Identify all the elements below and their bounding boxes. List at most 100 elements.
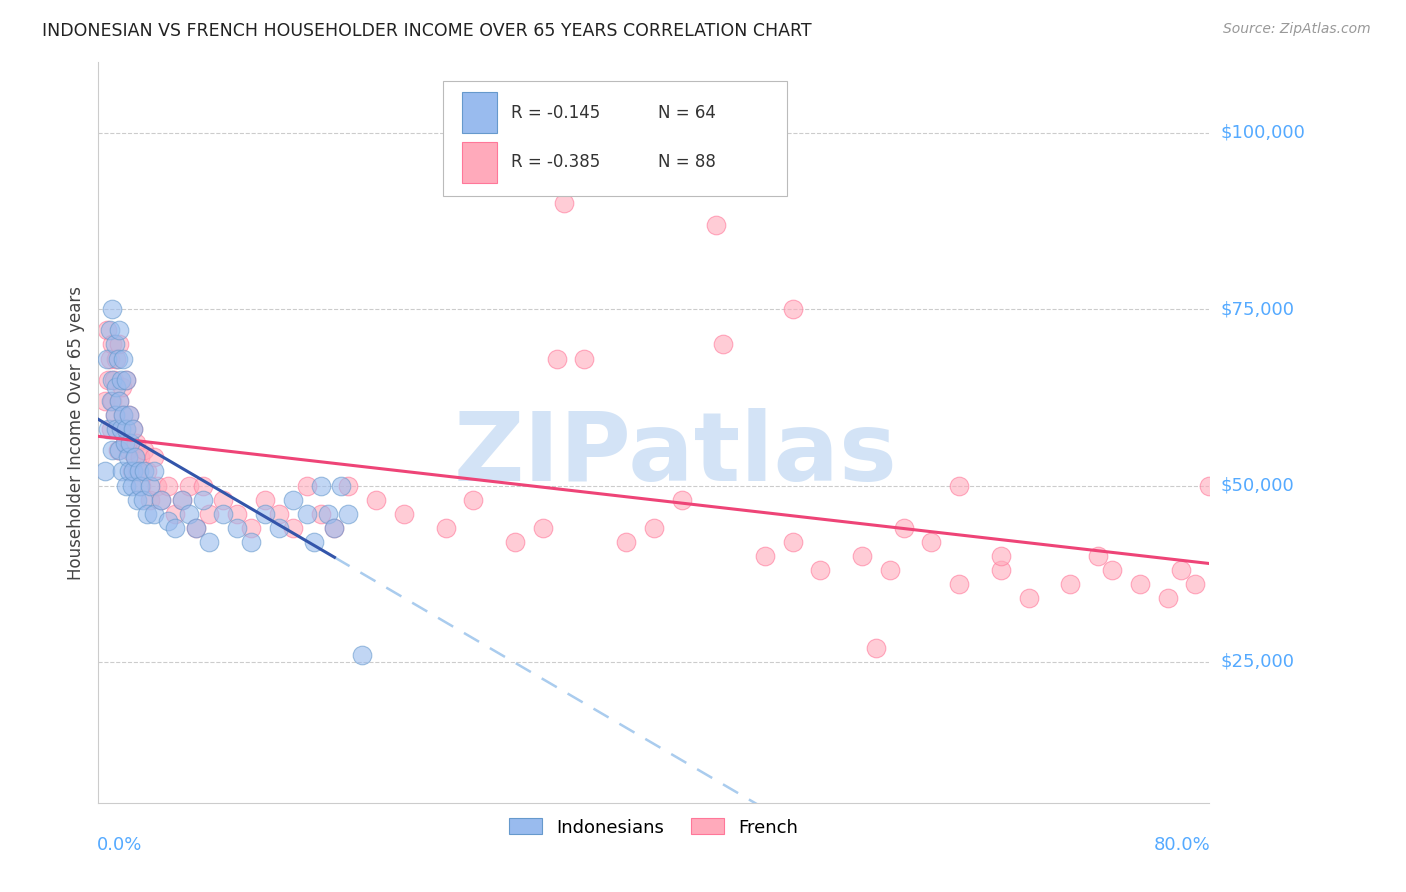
Text: $25,000: $25,000 xyxy=(1220,653,1295,671)
Point xyxy=(121,478,143,492)
Point xyxy=(177,478,200,492)
Point xyxy=(112,408,135,422)
Point xyxy=(782,302,804,317)
Point xyxy=(110,422,132,436)
Point xyxy=(100,422,122,436)
Point xyxy=(118,408,141,422)
Text: R = -0.385: R = -0.385 xyxy=(510,153,600,171)
Point xyxy=(129,450,152,465)
Point xyxy=(865,640,887,655)
Point xyxy=(212,492,235,507)
Point xyxy=(170,492,193,507)
Point xyxy=(117,443,139,458)
Point xyxy=(125,436,148,450)
Point xyxy=(1198,478,1220,492)
Point xyxy=(114,436,136,450)
Point xyxy=(546,351,568,366)
Point xyxy=(118,464,141,478)
Point xyxy=(1170,563,1192,577)
Point xyxy=(101,443,124,458)
Text: N = 64: N = 64 xyxy=(658,103,716,122)
Point xyxy=(110,422,132,436)
Point xyxy=(104,337,127,351)
Point xyxy=(240,521,263,535)
Point xyxy=(1184,577,1206,591)
Point xyxy=(643,521,665,535)
Point xyxy=(114,436,136,450)
Point xyxy=(184,521,207,535)
Point xyxy=(163,507,186,521)
Text: INDONESIAN VS FRENCH HOUSEHOLDER INCOME OVER 65 YEARS CORRELATION CHART: INDONESIAN VS FRENCH HOUSEHOLDER INCOME … xyxy=(42,22,811,40)
Point xyxy=(198,507,221,521)
Point xyxy=(108,443,131,458)
Point xyxy=(107,351,129,366)
Point xyxy=(198,535,221,549)
Text: $100,000: $100,000 xyxy=(1220,124,1305,142)
Point xyxy=(104,408,127,422)
Point xyxy=(131,478,153,492)
Point xyxy=(948,478,970,492)
Point xyxy=(1156,591,1178,606)
Point xyxy=(122,464,145,478)
Point xyxy=(309,507,332,521)
Bar xyxy=(461,93,498,133)
Point xyxy=(143,507,166,521)
Point xyxy=(120,436,142,450)
Point xyxy=(115,373,138,387)
Text: $75,000: $75,000 xyxy=(1220,301,1295,318)
Point xyxy=(879,563,901,577)
Point xyxy=(392,507,415,521)
Point xyxy=(139,492,162,507)
Point xyxy=(1018,591,1040,606)
Point xyxy=(352,648,374,662)
Point xyxy=(614,535,637,549)
Point xyxy=(111,380,134,394)
Point xyxy=(711,337,734,351)
Point xyxy=(118,408,141,422)
Point xyxy=(1087,549,1109,563)
Point xyxy=(120,436,142,450)
Point xyxy=(136,507,159,521)
Point xyxy=(143,464,166,478)
Text: Source: ZipAtlas.com: Source: ZipAtlas.com xyxy=(1223,22,1371,37)
Point xyxy=(302,535,325,549)
Point xyxy=(295,478,318,492)
Point xyxy=(267,507,290,521)
Point xyxy=(101,393,124,408)
Point xyxy=(101,373,124,387)
Point xyxy=(366,492,388,507)
Point xyxy=(295,507,318,521)
Point xyxy=(337,507,360,521)
Point xyxy=(990,563,1012,577)
Text: $50,000: $50,000 xyxy=(1220,476,1294,494)
Point xyxy=(101,302,124,317)
Point xyxy=(97,373,120,387)
Point xyxy=(108,393,131,408)
Point xyxy=(104,408,127,422)
Bar xyxy=(461,142,498,183)
FancyBboxPatch shape xyxy=(443,81,787,195)
Point xyxy=(226,507,249,521)
Point xyxy=(122,422,145,436)
Y-axis label: Householder Income Over 65 years: Householder Income Over 65 years xyxy=(66,285,84,580)
Point xyxy=(337,478,360,492)
Point xyxy=(253,492,276,507)
Point xyxy=(127,464,149,478)
Point xyxy=(94,464,117,478)
Point xyxy=(100,393,122,408)
Point xyxy=(112,351,135,366)
Point xyxy=(191,492,214,507)
Point xyxy=(990,549,1012,563)
Text: 0.0%: 0.0% xyxy=(97,836,142,855)
Text: R = -0.145: R = -0.145 xyxy=(510,103,600,122)
Point xyxy=(463,492,485,507)
Point xyxy=(531,521,554,535)
Point xyxy=(184,521,207,535)
Point xyxy=(124,450,146,465)
Point xyxy=(134,443,156,458)
Point xyxy=(96,351,118,366)
Point xyxy=(810,563,832,577)
Point xyxy=(97,422,120,436)
Point xyxy=(115,373,138,387)
Point xyxy=(111,464,134,478)
